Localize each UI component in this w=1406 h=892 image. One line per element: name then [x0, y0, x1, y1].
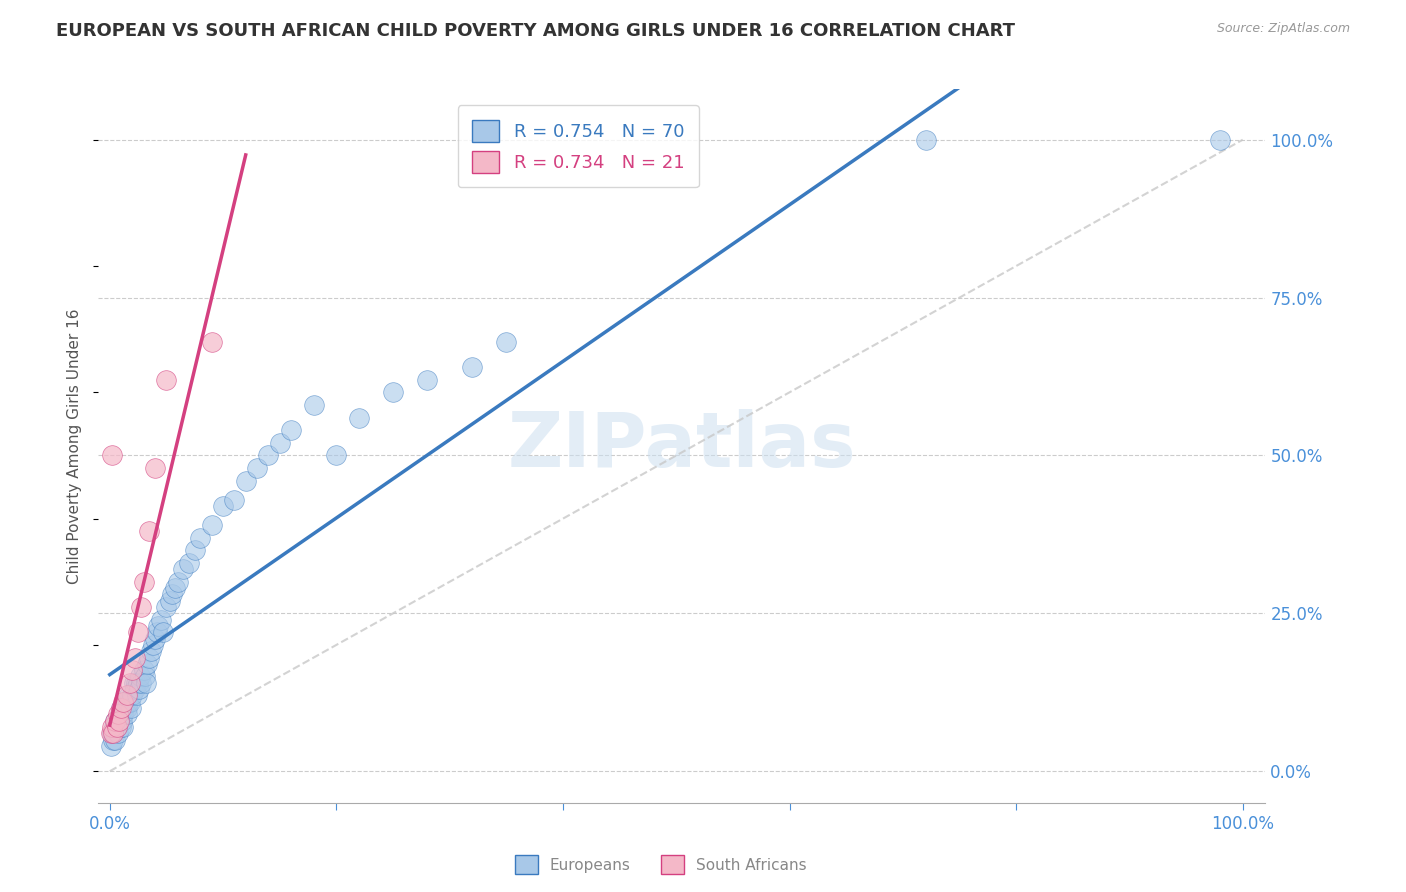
Point: [135, 675, 157, 690]
Legend: R = 0.754   N = 70, R = 0.734   N = 21: R = 0.754 N = 70, R = 0.734 N = 21: [457, 105, 699, 187]
Point: [112, 695, 135, 709]
Point: [125, 675, 148, 690]
Point: [127, 675, 149, 690]
Point: [166, 574, 188, 589]
Point: [143, 461, 166, 475]
Point: [125, 689, 148, 703]
Point: [152, 625, 174, 640]
Point: [138, 524, 160, 539]
Point: [246, 461, 269, 475]
Point: [148, 619, 170, 633]
Point: [114, 695, 136, 709]
Point: [101, 726, 124, 740]
Point: [347, 410, 370, 425]
Point: [114, 701, 136, 715]
Point: [177, 556, 200, 570]
Point: [1209, 133, 1232, 147]
Point: [142, 638, 165, 652]
Point: [103, 720, 125, 734]
Point: [101, 726, 124, 740]
Point: [110, 701, 132, 715]
Point: [101, 732, 124, 747]
Point: [128, 682, 150, 697]
Text: ZIPatlas: ZIPatlas: [508, 409, 856, 483]
Point: [149, 613, 172, 627]
Point: [416, 373, 439, 387]
Point: [104, 732, 127, 747]
Point: [131, 600, 153, 615]
Point: [146, 625, 169, 640]
Point: [143, 632, 166, 646]
Point: [155, 600, 177, 615]
Point: [105, 720, 128, 734]
Point: [190, 531, 212, 545]
Point: [117, 695, 139, 709]
Point: [159, 593, 181, 607]
Point: [132, 574, 155, 589]
Point: [155, 373, 177, 387]
Point: [139, 644, 162, 658]
Point: [107, 726, 129, 740]
Point: [121, 689, 143, 703]
Point: [160, 587, 183, 601]
Point: [115, 689, 138, 703]
Point: [115, 701, 138, 715]
Point: [269, 435, 291, 450]
Point: [129, 669, 152, 683]
Point: [132, 663, 155, 677]
Point: [461, 360, 484, 375]
Point: [101, 449, 124, 463]
Point: [212, 499, 235, 513]
Point: [118, 689, 141, 703]
Point: [120, 701, 142, 715]
Point: [325, 449, 347, 463]
Point: [131, 675, 153, 690]
Point: [165, 581, 187, 595]
Legend: Europeans, South Africans: Europeans, South Africans: [509, 849, 813, 880]
Point: [104, 714, 127, 728]
Text: Source: ZipAtlas.com: Source: ZipAtlas.com: [1216, 22, 1350, 36]
Point: [120, 675, 142, 690]
Point: [108, 714, 131, 728]
Point: [136, 657, 159, 671]
Point: [110, 720, 132, 734]
Point: [257, 449, 280, 463]
Point: [115, 707, 138, 722]
Y-axis label: Child Poverty Among Girls Under 16: Child Poverty Among Girls Under 16: [67, 309, 83, 583]
Point: [183, 543, 205, 558]
Point: [280, 423, 302, 437]
Point: [134, 669, 156, 683]
Point: [224, 492, 246, 507]
Point: [122, 675, 145, 690]
Point: [105, 720, 128, 734]
Point: [121, 663, 143, 677]
Point: [100, 726, 122, 740]
Point: [495, 334, 517, 349]
Point: [235, 474, 257, 488]
Text: EUROPEAN VS SOUTH AFRICAN CHILD POVERTY AMONG GIRLS UNDER 16 CORRELATION CHART: EUROPEAN VS SOUTH AFRICAN CHILD POVERTY …: [56, 22, 1015, 40]
Point: [124, 682, 146, 697]
Point: [108, 707, 131, 722]
Point: [111, 714, 134, 728]
Point: [201, 334, 224, 349]
Point: [914, 133, 936, 147]
Point: [110, 701, 132, 715]
Point: [112, 720, 135, 734]
Point: [302, 398, 325, 412]
Point: [124, 650, 146, 665]
Point: [108, 714, 131, 728]
Point: [107, 707, 129, 722]
Point: [138, 650, 160, 665]
Point: [101, 720, 124, 734]
Point: [120, 695, 142, 709]
Point: [127, 625, 149, 640]
Point: [172, 562, 194, 576]
Point: [112, 707, 135, 722]
Point: [104, 714, 127, 728]
Point: [201, 517, 224, 532]
Point: [100, 739, 122, 753]
Point: [382, 385, 405, 400]
